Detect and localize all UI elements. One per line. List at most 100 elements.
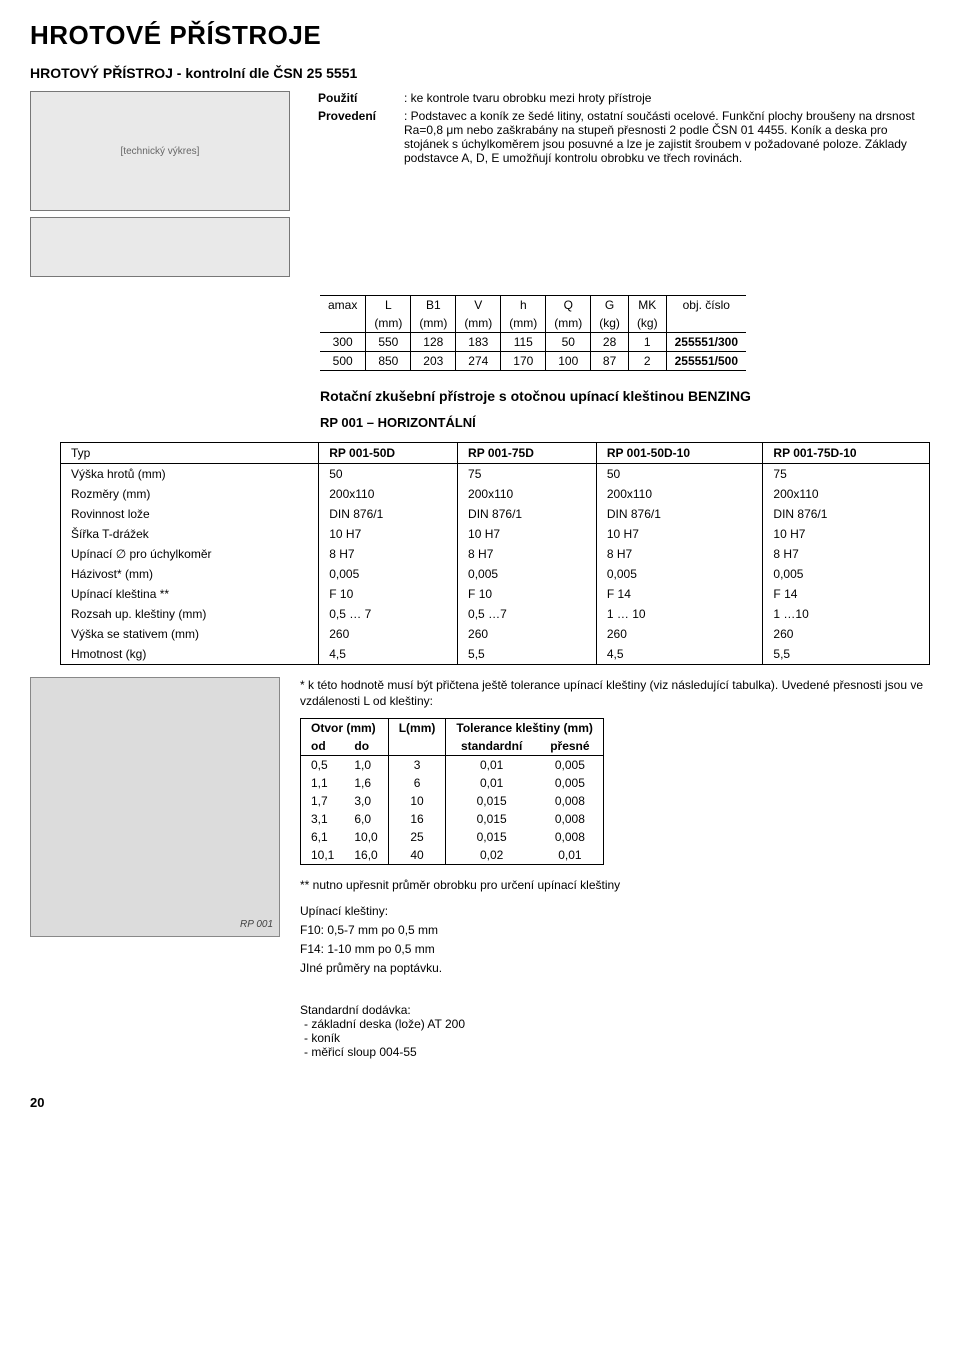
t3-h-l: L(mm) xyxy=(388,718,446,737)
t2-header: RP 001-75D xyxy=(458,443,597,464)
t2-cell: 50 xyxy=(596,464,763,485)
t2-cell: 50 xyxy=(319,464,458,485)
t2-cell: 0,005 xyxy=(319,564,458,584)
t1-header: MK xyxy=(628,296,666,315)
t2-cell: Rovinnost lože xyxy=(61,504,319,524)
technical-drawing-placeholder-2 xyxy=(30,217,290,277)
t3-h-precise: přesné xyxy=(537,737,604,756)
t2-cell: 8 H7 xyxy=(458,544,597,564)
t2-cell: DIN 876/1 xyxy=(458,504,597,524)
t3-cell: 10,0 xyxy=(344,828,388,846)
t3-cell: 6,1 xyxy=(301,828,345,846)
t2-cell: 200x110 xyxy=(319,484,458,504)
t3-cell: 10 xyxy=(388,792,446,810)
technical-drawing-placeholder: [technický výkres] xyxy=(30,91,290,211)
t1-cell: 550 xyxy=(366,333,411,352)
t1-unit: (mm) xyxy=(501,314,546,333)
collets-line-1: F10: 0,5-7 mm po 0,5 mm xyxy=(300,922,930,939)
collets-title: Upínací kleštiny: xyxy=(300,903,930,920)
t2-cell: Šířka T-drážek xyxy=(61,524,319,544)
t2-cell: F 14 xyxy=(763,584,930,604)
t3-cell: 0,015 xyxy=(446,828,537,846)
t2-cell: 0,005 xyxy=(596,564,763,584)
tolerance-row: RP 001 * k této hodnotě musí být přičten… xyxy=(30,677,930,1058)
t1-unit: (mm) xyxy=(366,314,411,333)
t2-cell: Upínací kleština ** xyxy=(61,584,319,604)
t3-cell: 0,008 xyxy=(537,828,604,846)
t3-cell: 0,005 xyxy=(537,774,604,792)
photo-caption: RP 001 xyxy=(240,919,273,930)
intro-row: [technický výkres] Použití : ke kontrole… xyxy=(30,91,930,283)
t1-header: amax xyxy=(320,296,366,315)
t2-cell: 0,005 xyxy=(763,564,930,584)
t3-cell: 6 xyxy=(388,774,446,792)
t2-cell: 260 xyxy=(596,624,763,644)
t2-header: RP 001-75D-10 xyxy=(763,443,930,464)
t2-cell: DIN 876/1 xyxy=(596,504,763,524)
t1-cell: 170 xyxy=(501,352,546,371)
t3-cell: 1,7 xyxy=(301,792,345,810)
t3-cell: 0,005 xyxy=(537,755,604,774)
t3-cell: 3,1 xyxy=(301,810,345,828)
t2-cell: F 14 xyxy=(596,584,763,604)
t1-header: obj. číslo xyxy=(666,296,746,315)
t2-cell: 200x110 xyxy=(596,484,763,504)
t3-cell: 3,0 xyxy=(344,792,388,810)
t3-cell: 0,5 xyxy=(301,755,345,774)
t2-header: RP 001-50D xyxy=(319,443,458,464)
std-item-1: základní deska (lože) AT 200 xyxy=(318,1017,930,1031)
t3-cell: 0,01 xyxy=(537,846,604,865)
t1-header: G xyxy=(591,296,629,315)
t2-cell: 75 xyxy=(458,464,597,485)
t3-cell: 1,6 xyxy=(344,774,388,792)
t1-cell: 100 xyxy=(546,352,591,371)
t3-h-tol: Tolerance kleštiny (mm) xyxy=(446,718,604,737)
t1-header: h xyxy=(501,296,546,315)
t2-cell: Hmotnost (kg) xyxy=(61,644,319,665)
t2-cell: 1 … 10 xyxy=(596,604,763,624)
t1-unit: (mm) xyxy=(411,314,456,333)
t2-cell: DIN 876/1 xyxy=(763,504,930,524)
t3-cell: 16 xyxy=(388,810,446,828)
make-label: Provedení xyxy=(318,109,398,165)
t2-cell: Rozměry (mm) xyxy=(61,484,319,504)
page-number: 20 xyxy=(30,1095,930,1110)
t2-cell: 10 H7 xyxy=(458,524,597,544)
section-subtitle-rp001: RP 001 – HORIZONTÁLNÍ xyxy=(320,415,930,430)
t2-header: Typ xyxy=(61,443,319,464)
diagram-container: [technický výkres] xyxy=(30,91,300,283)
collets-block: Upínací kleštiny: F10: 0,5-7 mm po 0,5 m… xyxy=(300,903,930,976)
t3-cell: 0,01 xyxy=(446,755,537,774)
t2-cell: F 10 xyxy=(319,584,458,604)
collets-line-2: F14: 1-10 mm po 0,5 mm xyxy=(300,941,930,958)
t3-h-do: do xyxy=(344,737,388,756)
product-photo-placeholder: RP 001 xyxy=(30,677,280,937)
t2-cell: Upínací ∅ pro úchylkoměr xyxy=(61,544,319,564)
t2-cell: 10 H7 xyxy=(596,524,763,544)
t1-cell: 50 xyxy=(546,333,591,352)
t2-cell: 5,5 xyxy=(458,644,597,665)
t2-cell: 0,005 xyxy=(458,564,597,584)
make-text: : Podstavec a koník ze šedé litiny, osta… xyxy=(404,109,930,165)
t2-cell: 1 …10 xyxy=(763,604,930,624)
t1-cell: 274 xyxy=(456,352,501,371)
page-title: HROTOVÉ PŘÍSTROJE xyxy=(30,20,930,51)
t1-unit xyxy=(666,314,746,333)
t3-cell: 0,015 xyxy=(446,792,537,810)
t1-cell: 850 xyxy=(366,352,411,371)
t3-h-std: standardní xyxy=(446,737,537,756)
t2-header: RP 001-50D-10 xyxy=(596,443,763,464)
t1-cell: 300 xyxy=(320,333,366,352)
t1-unit: (mm) xyxy=(456,314,501,333)
t2-cell: 260 xyxy=(763,624,930,644)
t2-cell: Házivost* (mm) xyxy=(61,564,319,584)
t2-cell: Výška se stativem (mm) xyxy=(61,624,319,644)
t1-header: Q xyxy=(546,296,591,315)
t1-unit xyxy=(320,314,366,333)
t1-cell: 255551/300 xyxy=(666,333,746,352)
t1-cell: 203 xyxy=(411,352,456,371)
t3-h-blank xyxy=(388,737,446,756)
t1-cell: 87 xyxy=(591,352,629,371)
t1-header: B1 xyxy=(411,296,456,315)
t3-cell: 1,0 xyxy=(344,755,388,774)
